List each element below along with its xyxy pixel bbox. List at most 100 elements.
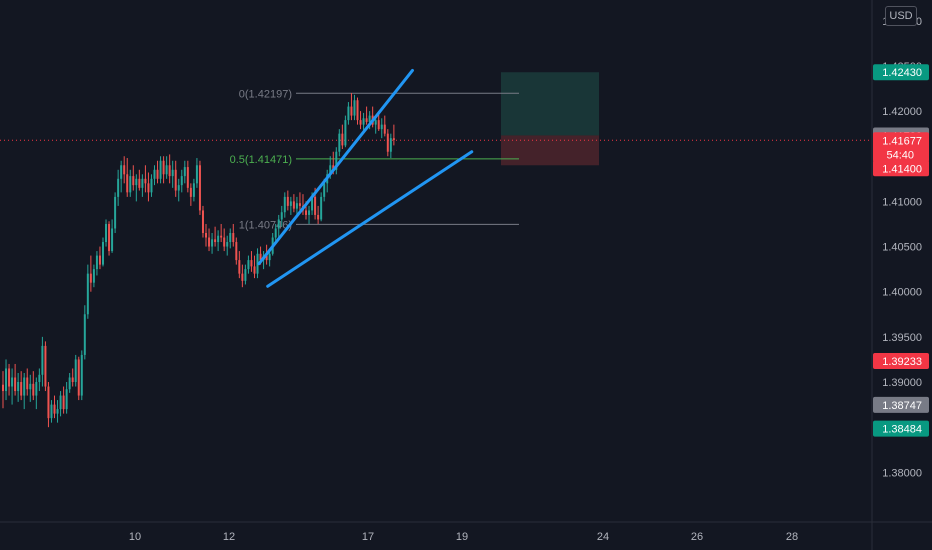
candle-body (23, 377, 26, 396)
candle-body (111, 228, 114, 252)
candle-body (341, 133, 344, 146)
candle-body (265, 255, 268, 261)
price-tag-label: 1.42430 (882, 67, 922, 79)
candle-body (201, 210, 204, 234)
candle-body (292, 201, 295, 209)
candle-body (159, 160, 162, 179)
candle-body (226, 242, 229, 247)
candle-body (35, 382, 38, 396)
candle-body (123, 165, 126, 175)
candle-body (280, 212, 283, 220)
candle-body (41, 345, 44, 375)
candle-body (223, 237, 226, 247)
candle-body (350, 106, 353, 116)
candle-body (174, 169, 177, 191)
candle-body (56, 409, 59, 414)
candle-body (32, 383, 35, 396)
candle-body (11, 377, 14, 387)
candle-body (8, 368, 11, 387)
candle-body (62, 395, 65, 410)
candle-body (220, 235, 223, 238)
candle-body (38, 374, 41, 383)
price-tick-label: 1.41000 (882, 196, 922, 208)
currency-badge[interactable]: USD (885, 6, 917, 26)
candle-body (377, 120, 380, 130)
price-tag-label: 1.41400 (882, 163, 922, 175)
candle-body (2, 384, 4, 392)
candle-body (298, 203, 301, 206)
candle-body (95, 255, 98, 270)
candle-body (238, 260, 241, 274)
time-tick-label: 19 (456, 531, 468, 543)
candle-body (165, 165, 168, 175)
price-tag (873, 64, 929, 81)
candle-body (392, 138, 395, 140)
price-tick-label: 1.39000 (882, 377, 922, 389)
fib-level-label: 0.5(1.41471) (230, 154, 292, 166)
long-position-tool[interactable] (501, 72, 599, 166)
candle-body (374, 120, 377, 125)
time-tick-label: 24 (597, 531, 609, 543)
candle-body (17, 382, 20, 392)
candle-body (68, 377, 71, 390)
candle-body (135, 178, 138, 186)
current-price-tag (873, 132, 929, 163)
candle-body (20, 382, 23, 396)
candle-body (147, 183, 150, 193)
candle-body (232, 233, 235, 243)
time-axis-bg (0, 522, 872, 550)
candle-body (180, 176, 183, 186)
time-tick-label: 12 (223, 531, 235, 543)
price-axis[interactable]: 1.430001.425001.420001.410001.405001.400… (872, 0, 932, 550)
candle-body (247, 260, 250, 270)
candle-body (47, 386, 50, 419)
candle-body (329, 165, 332, 175)
candle-body (268, 253, 271, 261)
candle-body (150, 178, 153, 193)
candle-body (286, 196, 289, 206)
time-tick-label: 28 (786, 531, 798, 543)
candle-body (250, 260, 253, 267)
candle-body (74, 359, 77, 383)
fib-level-label: 0(1.42197) (239, 88, 292, 100)
price-tag (873, 160, 929, 177)
price-tick-label: 1.39500 (882, 332, 922, 344)
candle-body (29, 383, 32, 390)
candle-body (138, 178, 141, 188)
candle-body (214, 239, 217, 243)
price-axis-bg (872, 0, 932, 550)
candle-body (171, 169, 174, 177)
candle-body (153, 169, 156, 179)
candle-body (98, 255, 101, 265)
bar-countdown: 54:40 (886, 149, 914, 161)
trendlines[interactable] (257, 68, 474, 288)
candle-body (353, 100, 356, 116)
candle-body (192, 183, 195, 197)
candle-body (335, 151, 338, 170)
candle-body (144, 178, 147, 184)
candle-body (26, 377, 29, 390)
time-tick-label: 26 (691, 531, 703, 543)
candle-body (274, 228, 277, 238)
candle-body (50, 404, 53, 419)
candle-body (186, 167, 189, 188)
candle-body (314, 196, 317, 215)
candle-body (241, 273, 244, 281)
candle-body (117, 178, 120, 197)
candle-body (141, 178, 144, 188)
candle-body (162, 160, 165, 175)
price-tag (873, 420, 929, 437)
candle-body (183, 167, 186, 177)
candle-body (108, 223, 111, 252)
candle-body (383, 124, 386, 134)
candle-body (86, 273, 89, 315)
price-tick-label: 1.42000 (882, 106, 922, 118)
price-tag-label: 1.39233 (882, 356, 922, 368)
time-tick-label: 10 (129, 531, 141, 543)
candle-body (177, 185, 180, 191)
candle-body (365, 118, 368, 122)
candle-body (198, 165, 201, 211)
